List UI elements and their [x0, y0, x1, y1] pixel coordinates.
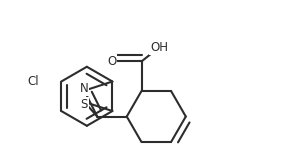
Text: OH: OH [150, 41, 168, 54]
Text: Cl: Cl [28, 75, 39, 88]
Text: N: N [80, 82, 89, 95]
Text: O: O [108, 55, 117, 68]
Text: S: S [81, 98, 88, 111]
